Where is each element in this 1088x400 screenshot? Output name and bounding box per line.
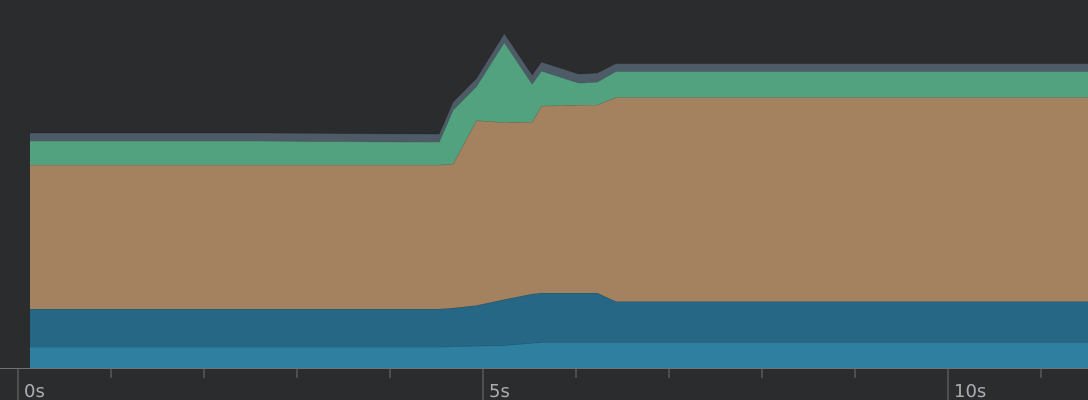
time-axis: 0s 5s 10s <box>0 368 1088 400</box>
area-series-5-edge <box>30 32 1088 135</box>
tick-label: 5s <box>489 381 510 400</box>
tick-label: 10s <box>954 381 986 400</box>
area-series-3 <box>30 97 1088 309</box>
area-series-4 <box>30 42 1088 165</box>
tick-label: 0s <box>24 381 45 400</box>
area-series-2 <box>30 293 1088 347</box>
area-series-1 <box>30 342 1088 368</box>
area-layers <box>30 32 1088 368</box>
